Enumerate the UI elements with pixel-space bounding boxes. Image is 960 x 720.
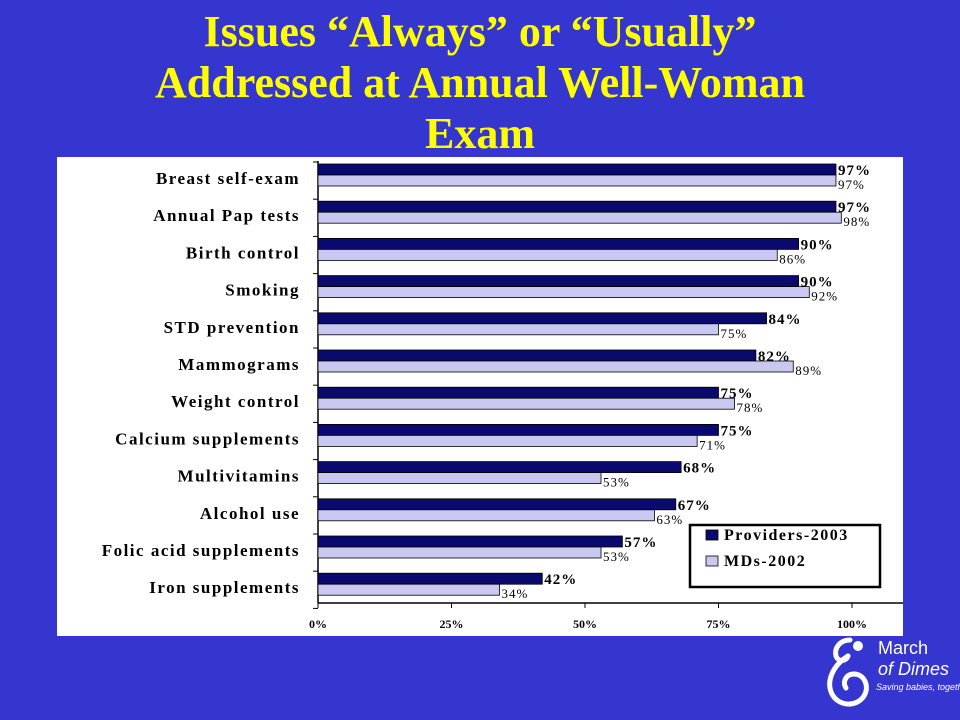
- chart-panel: 0% 25% 50% 75% 100% Breast self-exam 97% 97% Ann…: [57, 157, 903, 636]
- title-line-2: Addressed at Annual Well-Woman: [155, 58, 805, 107]
- bar-mds-2002: [317, 397, 735, 410]
- category-label: Mammograms: [178, 355, 300, 374]
- bar-mds-2002: [317, 583, 500, 596]
- category-label: Breast self-exam: [156, 169, 300, 188]
- value-label-providers-2003: 57%: [624, 535, 657, 551]
- x-tick-label: 25%: [440, 617, 464, 631]
- value-label-mds-2002: 98%: [843, 214, 870, 229]
- logo-tagline: Saving babies, together: [876, 682, 960, 692]
- value-label-providers-2003: 68%: [683, 461, 716, 477]
- value-label-mds-2002: 97%: [838, 177, 865, 192]
- bar-mds-2002: [317, 211, 842, 224]
- bar-mds-2002: [317, 286, 810, 299]
- bar-providers-2003: [317, 275, 800, 287]
- bar-providers-2003: [317, 238, 800, 250]
- category-label: Smoking: [225, 281, 300, 300]
- bar-mds-2002: [317, 434, 698, 447]
- bar-mds-2002: [317, 509, 655, 522]
- title-line-1: Issues “Always” or “Usually”: [203, 7, 757, 56]
- slide-title: Issues “Always” or “Usually” Addressed a…: [40, 6, 920, 159]
- logo-text-of-dimes: of Dimes: [878, 659, 950, 679]
- logo-text-march: March: [878, 638, 929, 658]
- value-label-mds-2002: 63%: [656, 512, 683, 527]
- bar-mds-2002: [317, 249, 778, 261]
- bar-providers-2003: [317, 461, 682, 474]
- value-label-providers-2003: 67%: [678, 498, 711, 514]
- x-tick-label: 100%: [837, 617, 867, 631]
- category-label: Calcium supplements: [115, 429, 300, 448]
- value-label-mds-2002: 53%: [603, 549, 630, 564]
- value-label-mds-2002: 34%: [502, 586, 529, 601]
- value-label-mds-2002: 75%: [721, 326, 748, 341]
- march-of-dimes-logo: March of Dimes Saving babies, together: [818, 630, 960, 720]
- bar-mds-2002: [317, 174, 837, 187]
- legend-box: [688, 523, 882, 589]
- bar-providers-2003: [317, 498, 677, 511]
- category-label: Multivitamins: [178, 467, 300, 486]
- category-label: Alcohol use: [200, 504, 300, 523]
- x-tick-label: 50%: [573, 617, 597, 631]
- bar-providers-2003: [317, 163, 837, 176]
- value-label-providers-2003: 97%: [838, 200, 871, 216]
- category-label: Weight control: [171, 392, 300, 411]
- bar-mds-2002: [317, 360, 794, 373]
- bar-providers-2003: [317, 200, 837, 213]
- bar-mds-2002: [317, 323, 719, 336]
- category-label: STD prevention: [164, 318, 300, 337]
- value-label-providers-2003: 84%: [769, 312, 802, 328]
- value-label-providers-2003: 90%: [801, 237, 834, 253]
- mother-baby-logo-icon: [827, 637, 869, 707]
- category-label: Iron supplements: [149, 578, 300, 597]
- bar-mds-2002: [317, 472, 602, 485]
- x-tick-label: 75%: [707, 617, 731, 631]
- bar-providers-2003: [317, 386, 719, 399]
- category-label: Folic acid supplements: [102, 541, 300, 560]
- value-label-mds-2002: 53%: [603, 475, 630, 490]
- bar-providers-2003: [317, 312, 767, 325]
- legend-swatch-mds-2002: [705, 555, 719, 567]
- value-label-providers-2003: 97%: [838, 163, 871, 179]
- value-label-mds-2002: 92%: [811, 289, 838, 304]
- bar-providers-2003: [317, 535, 623, 548]
- value-label-mds-2002: 86%: [779, 251, 806, 266]
- category-label: Annual Pap tests: [153, 206, 300, 225]
- bar-providers-2003: [317, 423, 719, 436]
- title-line-3: Exam: [425, 109, 535, 158]
- value-label-providers-2003: 75%: [721, 423, 754, 439]
- x-tick-label: 0%: [309, 617, 327, 631]
- bar-chart: 0% 25% 50% 75% 100%Breast self-exam 97%97%Ann…: [102, 161, 903, 631]
- category-label: Birth control: [186, 243, 300, 262]
- value-label-mds-2002: 78%: [737, 400, 764, 415]
- legend-label-providers-2003: Providers-2003: [724, 527, 849, 544]
- bar-providers-2003: [317, 572, 543, 585]
- bar-mds-2002: [317, 546, 602, 559]
- value-label-providers-2003: 42%: [544, 572, 577, 588]
- legend-label-mds-2002: MDs-2002: [724, 553, 806, 570]
- legend-swatch-providers-2003: [705, 529, 719, 541]
- value-label-mds-2002: 71%: [699, 437, 726, 452]
- bar-providers-2003: [317, 349, 757, 362]
- value-label-mds-2002: 89%: [795, 363, 822, 378]
